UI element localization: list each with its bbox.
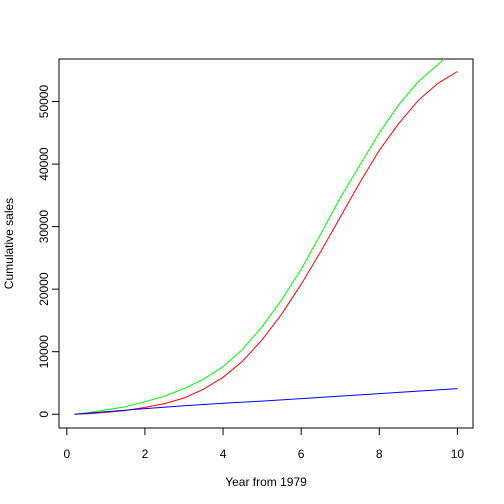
x-tick-label: 6 [298,447,305,461]
y-tick-label: 30000 [37,210,51,244]
x-tick-label: 10 [451,447,465,461]
y-tick-label: 10000 [37,335,51,369]
series-layer [74,58,458,415]
y-tick-label: 40000 [37,147,51,181]
x-tick-label: 2 [142,447,149,461]
y-axis-title: Cumulative sales [2,198,16,289]
x-axis-title: Year from 1979 [225,475,307,489]
plot-frame [58,58,474,429]
y-tick-label: 20000 [37,272,51,306]
x-tick-label: 0 [63,447,70,461]
x-axis: 0 2 4 6 8 10 [63,427,465,461]
x-tick-label: 8 [376,447,383,461]
y-tick-label: 0 [37,411,51,418]
y-axis: 0 10000 20000 30000 40000 50000 [37,85,60,418]
series-line-1 [74,58,445,415]
x-tick-label: 4 [220,447,227,461]
y-tick-label: 50000 [37,85,51,119]
series-line-3 [74,388,458,415]
series-line-2 [74,71,458,415]
